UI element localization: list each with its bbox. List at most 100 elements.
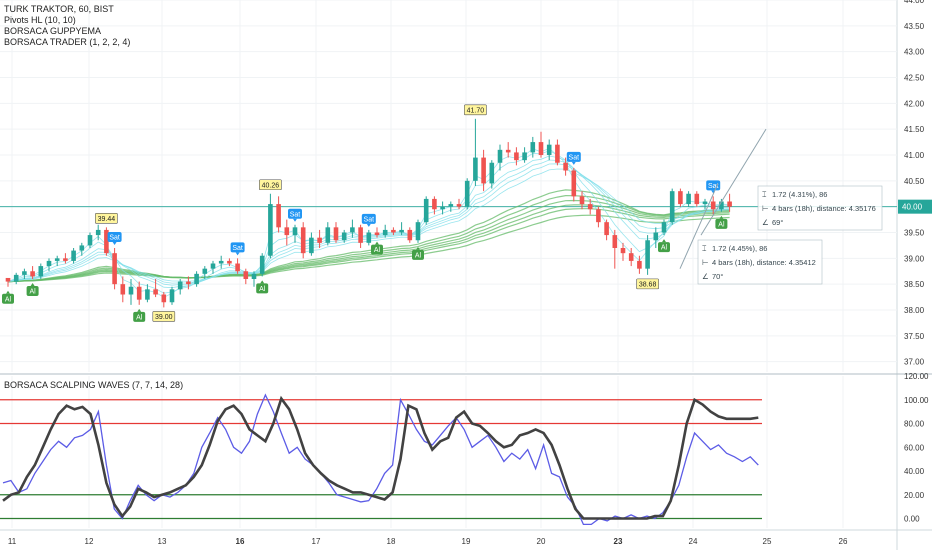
- pivot-label-box: [636, 278, 659, 290]
- measure-price-change: 1.72 (4.45%), 86: [712, 244, 767, 253]
- measure-icon-angle: ∠: [702, 272, 709, 281]
- indicator-trader[interactable]: BORSACA TRADER (1, 2, 2, 4): [4, 37, 131, 47]
- candle-body: [104, 229, 109, 254]
- measurement-tools[interactable]: ⌶ 1.72 (4.31%), 86⊢ 4 bars (18h), distance…: [679, 128, 883, 285]
- candle-body: [620, 248, 626, 254]
- slow-ema-line: [7, 199, 730, 283]
- buy-signal-pointer: [719, 215, 724, 219]
- buy-signal-box: [26, 286, 39, 296]
- pivot-label-box: [259, 179, 282, 191]
- candle-body: [38, 266, 44, 277]
- candle-body: [546, 144, 552, 155]
- candle-body: [350, 227, 355, 233]
- oscillator-tick-label: 100.00: [904, 396, 929, 405]
- measure-icon-bars: ⊢: [762, 204, 769, 213]
- price-tick-label: 41.00: [904, 151, 925, 160]
- candle-body: [169, 289, 175, 303]
- current-price-tag: [898, 199, 932, 214]
- candle-body: [120, 284, 126, 295]
- candle-body: [497, 149, 503, 163]
- candle-body: [259, 255, 265, 274]
- time-tick-label: 23: [614, 537, 623, 546]
- candle-body: [128, 286, 134, 295]
- fast-wave-line: [2, 393, 759, 526]
- time-tick-label: 16: [236, 537, 245, 546]
- candle-body: [382, 229, 388, 236]
- measurement-box-2[interactable]: ⌶ 1.72 (4.45%), 86⊢ 4 bars (18h), distance…: [697, 239, 823, 285]
- candle-body: [63, 258, 68, 261]
- candle-body: [333, 227, 339, 241]
- slow-ema-line: [7, 194, 730, 283]
- buy-signal-box: [133, 311, 146, 322]
- sell-signal-pointer: [571, 161, 576, 165]
- candle-body: [145, 289, 150, 300]
- oscillator-tick-label: 40.00: [904, 467, 925, 476]
- pivot-label: 41.70: [467, 107, 485, 114]
- candle-body: [374, 232, 380, 236]
- measure-icon-angle: ∠: [762, 218, 769, 227]
- candle-body: [276, 204, 281, 228]
- current-price-label: 40.00: [902, 203, 923, 212]
- slow-ema-line: [7, 208, 730, 283]
- time-tick-label: 17: [312, 537, 321, 546]
- candle-body: [202, 268, 208, 274]
- indicator-pivots[interactable]: Pivots HL (10, 10): [4, 15, 76, 25]
- pivot-label-box: [95, 213, 118, 224]
- oscillator-title[interactable]: BORSACA SCALPING WAVES (7, 7, 14, 28): [4, 380, 184, 390]
- oscillator-tick-label: 20.00: [904, 491, 925, 500]
- candle-body: [514, 152, 519, 161]
- candle-body: [481, 157, 486, 184]
- candle-body: [79, 245, 85, 251]
- oscillator-tick-label: 0.00: [904, 515, 920, 524]
- candle-body: [358, 227, 363, 243]
- pivot-label: 40.26: [262, 182, 280, 189]
- sell-signal-label: Sat: [109, 235, 120, 242]
- candle-body: [136, 286, 142, 300]
- main-legend: TURK TRAKTOR, 60, BIST Pivots HL (10, 10…: [4, 4, 130, 48]
- candle-body: [464, 180, 470, 207]
- candle-body: [46, 260, 52, 267]
- candle-body: [251, 273, 257, 279]
- trend-line: [679, 183, 719, 269]
- measure-box: [757, 185, 883, 231]
- indicator-guppy[interactable]: BORSACA GUPPYEMA: [4, 26, 102, 36]
- candle-body: [432, 198, 437, 210]
- candle-body: [13, 274, 19, 282]
- time-tick-label: 24: [689, 537, 698, 546]
- symbol-title[interactable]: TURK TRAKTOR, 60, BIST: [4, 4, 114, 14]
- candle-body: [555, 144, 560, 163]
- measure-price-change: 1.72 (4.31%), 86: [772, 190, 827, 199]
- candle-body: [87, 235, 93, 246]
- chart-annotations: 39.44 39.00 40.26 41.70 38.68 Sat Sat Sat Sat Sat…: [2, 104, 728, 322]
- price-tick-label: 44.00: [904, 0, 925, 5]
- buy-signal-label: Al: [374, 247, 381, 254]
- measure-icon-range: ⌶: [762, 190, 767, 199]
- measure-bars-distance: 4 bars (18h), distance: 4.35412: [712, 258, 816, 267]
- buy-signal-box: [658, 242, 670, 253]
- candle-body: [423, 198, 429, 223]
- buy-signal-label: Al: [259, 286, 266, 293]
- buy-signal-box: [412, 249, 424, 260]
- candle-body: [218, 260, 224, 264]
- sell-signal-box: [566, 151, 581, 162]
- buy-signal-label: Al: [5, 296, 12, 303]
- candle-body: [678, 191, 683, 205]
- candle-body: [309, 237, 314, 254]
- buy-signal-pointer: [30, 283, 35, 286]
- candle-body: [686, 193, 691, 205]
- candle-body: [22, 271, 27, 275]
- candle-body: [661, 222, 667, 233]
- buy-signal-pointer: [6, 290, 10, 294]
- trend-line: [700, 128, 767, 236]
- oscillator-tick-label: 120.00: [904, 372, 929, 381]
- candle-body: [30, 271, 35, 277]
- price-tick-label: 41.50: [904, 125, 925, 134]
- price-tick-label: 43.50: [904, 22, 925, 31]
- slow-ema-line: [7, 204, 730, 283]
- sell-signal-box: [288, 208, 302, 219]
- time-tick-label: 13: [158, 537, 167, 546]
- candle-body: [284, 227, 290, 236]
- buy-signal-label: Al: [661, 245, 668, 252]
- measurement-box-1[interactable]: ⌶ 1.72 (4.31%), 86⊢ 4 bars (18h), distance…: [757, 185, 883, 231]
